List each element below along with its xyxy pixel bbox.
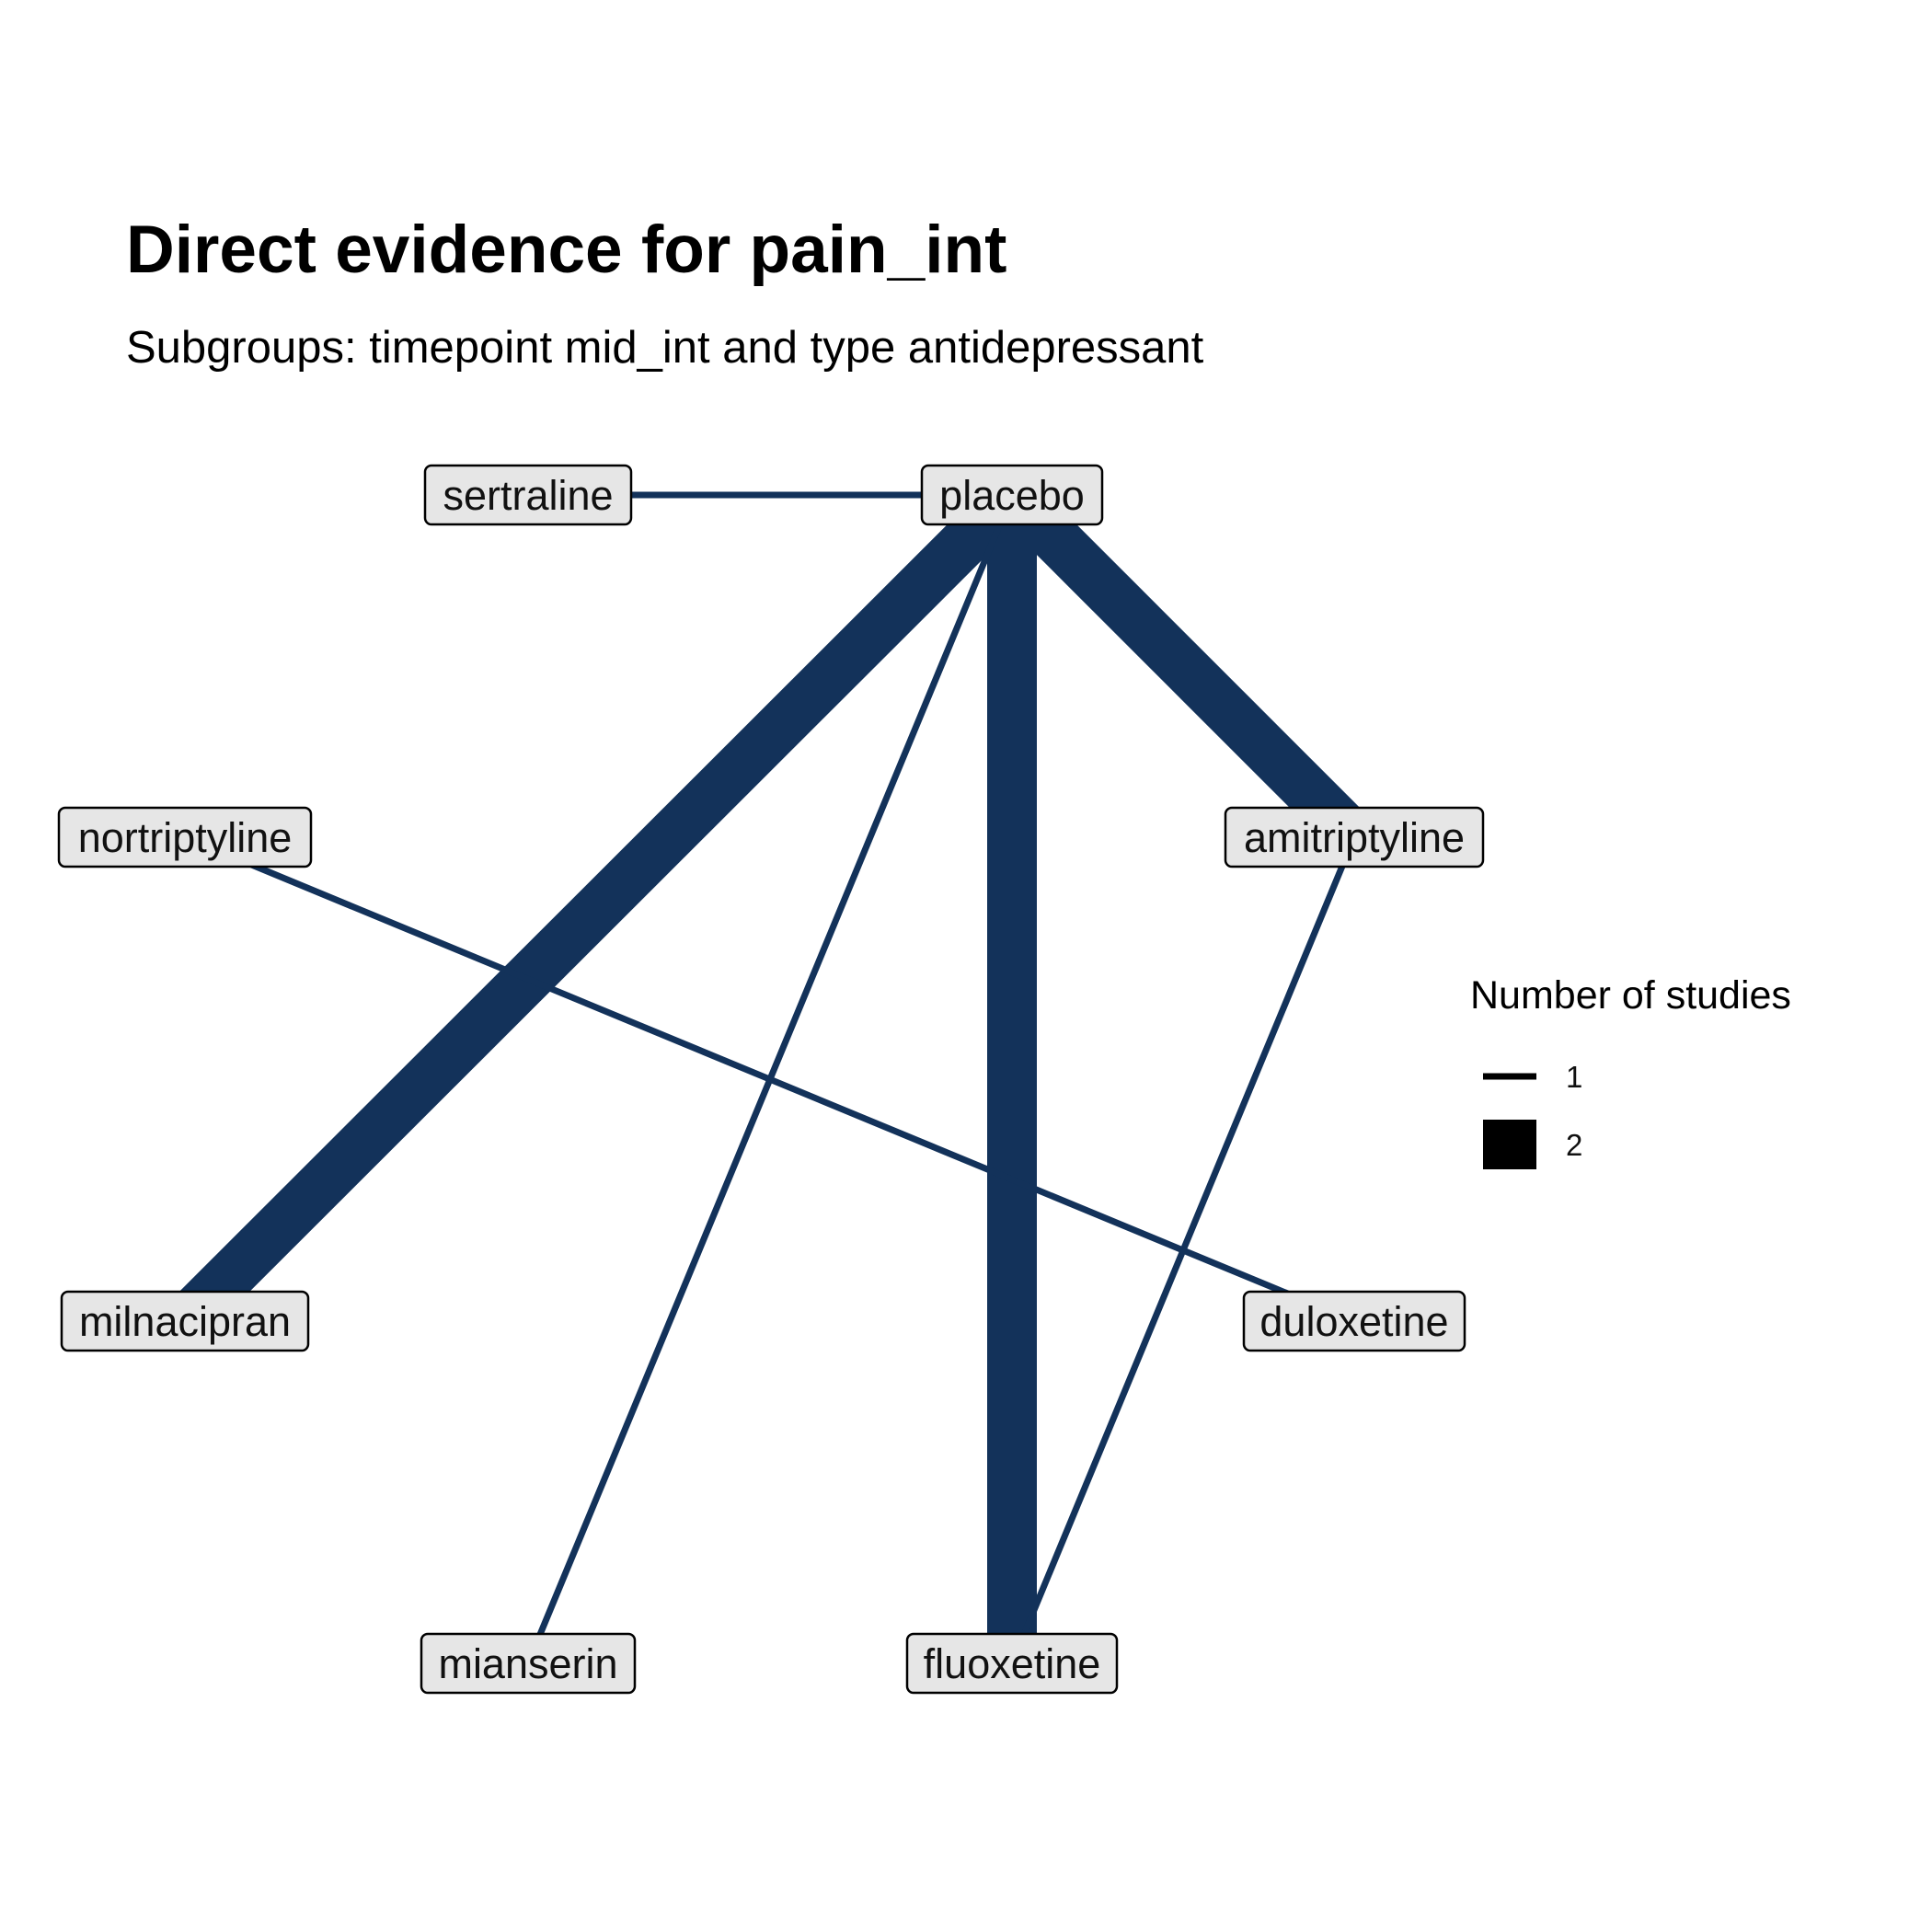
legend-title: Number of studies bbox=[1470, 973, 1791, 1018]
node-amitriptyline: amitriptyline bbox=[1224, 806, 1485, 868]
node-label-text: fluoxetine bbox=[924, 1640, 1101, 1687]
node-box bbox=[60, 1290, 310, 1352]
chart-subtitle: Subgroups: timepoint mid_int and type an… bbox=[126, 323, 1204, 373]
node-mianserin: mianserin bbox=[420, 1632, 637, 1695]
edge-amitriptyline-fluoxetine bbox=[1008, 835, 1358, 1665]
nodes-layer: placebo sertraline nortriptyline amitriptyl… bbox=[57, 464, 1485, 1695]
edges-layer bbox=[167, 477, 1373, 1665]
node-label-text: duloxetine bbox=[1259, 1298, 1448, 1345]
node-fluoxetine: fluoxetine bbox=[905, 1632, 1119, 1695]
node-label-text: mianserin bbox=[438, 1640, 617, 1687]
legend-label-2: 2 bbox=[1566, 1128, 1582, 1162]
node-placebo: placebo bbox=[920, 464, 1104, 526]
node-box bbox=[1242, 1290, 1466, 1352]
node-box bbox=[423, 464, 633, 526]
legend-keys: 12 bbox=[1483, 1060, 1582, 1169]
node-box bbox=[57, 806, 313, 868]
node-nortriptyline: nortriptyline bbox=[57, 806, 313, 868]
node-label-text: milnacipran bbox=[79, 1298, 291, 1345]
node-milnacipran: milnacipran bbox=[60, 1290, 310, 1352]
node-box bbox=[920, 464, 1104, 526]
chart-title: Direct evidence for pain_int bbox=[126, 213, 1007, 287]
node-box bbox=[905, 1632, 1119, 1695]
legend-label-1: 1 bbox=[1566, 1060, 1582, 1094]
node-label-text: sertraline bbox=[443, 472, 613, 519]
node-label-text: nortriptyline bbox=[78, 814, 293, 861]
node-box bbox=[420, 1632, 637, 1695]
edge-placebo-milnacipran bbox=[167, 477, 1030, 1340]
node-box bbox=[1224, 806, 1485, 868]
node-label-text: placebo bbox=[939, 472, 1085, 519]
edge-nortriptyline-duloxetine bbox=[183, 834, 1356, 1325]
edge-placebo-amitriptyline bbox=[994, 477, 1373, 856]
node-sertraline: sertraline bbox=[423, 464, 633, 526]
node-duloxetine: duloxetine bbox=[1242, 1290, 1466, 1352]
node-label-text: amitriptyline bbox=[1244, 814, 1465, 861]
